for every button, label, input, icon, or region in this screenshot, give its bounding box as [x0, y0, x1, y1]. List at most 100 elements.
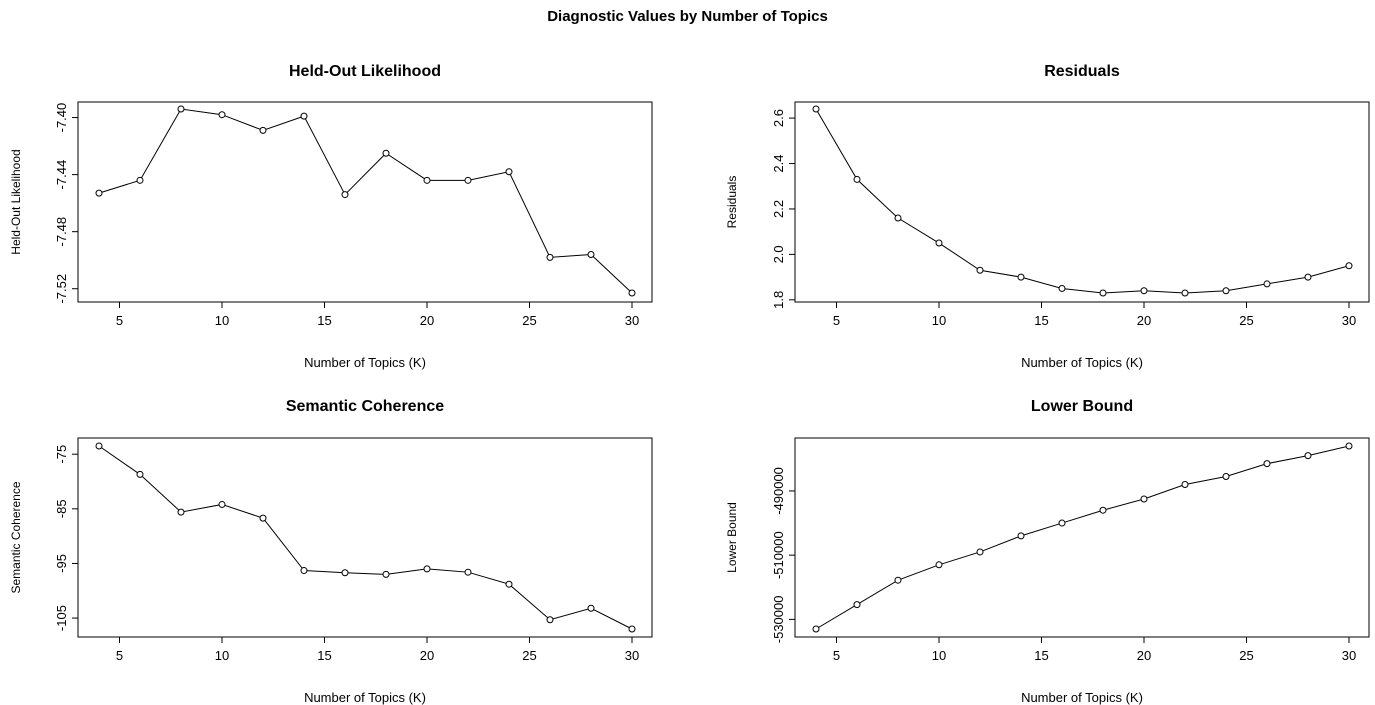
y-tick-label: -490000 [771, 467, 786, 515]
chart-panel: Held-Out Likelihood 5 10 15 20 25 30 Number of … [9, 63, 653, 370]
chart-title: Lower Bound [1031, 398, 1133, 415]
x-tick-label: 5 [116, 648, 123, 663]
x-axis: 5 10 15 20 25 30 [833, 637, 1356, 663]
data-point [1345, 442, 1353, 450]
y-tick-label: 2.6 [771, 109, 786, 127]
data-point [136, 176, 144, 184]
data-point [1099, 506, 1107, 514]
data-point [812, 105, 820, 113]
data-point [95, 442, 103, 450]
data-point [628, 625, 636, 633]
data-point [546, 616, 554, 624]
x-tick-label: 10 [215, 313, 229, 328]
y-tick-label: 2.4 [771, 154, 786, 172]
data-point [95, 189, 103, 197]
data-point [505, 168, 513, 176]
x-axis: 5 10 15 20 25 30 [116, 637, 639, 663]
data-point [464, 176, 472, 184]
y-tick-label: -7.44 [54, 160, 69, 190]
data-point [1140, 495, 1148, 503]
x-axis: 5 10 15 20 25 30 [116, 302, 639, 328]
y-tick-label: -510000 [771, 531, 786, 579]
data-point [628, 289, 636, 297]
data-point [935, 239, 943, 247]
x-axis-label: Number of Topics (K) [304, 690, 426, 705]
chart-title: Semantic Coherence [286, 398, 444, 415]
data-point [1181, 481, 1189, 489]
chart-panel: Lower Bound 5 10 15 20 25 30 Number of Topics (… [725, 398, 1370, 705]
x-tick-label: 10 [932, 313, 946, 328]
data-point [218, 500, 226, 508]
x-tick-label: 25 [522, 313, 536, 328]
data-point [464, 568, 472, 576]
data-point [1058, 519, 1066, 527]
y-axis: -7.40 -7.44 -7.48 -7.52 [54, 103, 78, 304]
data-point [177, 105, 185, 113]
data-point [1181, 289, 1189, 297]
y-tick-label: -7.52 [54, 274, 69, 304]
chart-title: Residuals [1044, 63, 1120, 80]
data-point [1017, 273, 1025, 281]
data-point [894, 214, 902, 222]
x-tick-label: 25 [1239, 313, 1253, 328]
x-axis-label: Number of Topics (K) [1021, 690, 1143, 705]
x-tick-label: 20 [1137, 648, 1151, 663]
chart-panel: Semantic Coherence 5 10 15 20 25 30 Number of T… [9, 398, 653, 705]
y-axis-label: Semantic Coherence [9, 481, 23, 593]
data-point [1304, 273, 1312, 281]
plot-frame [77, 101, 653, 303]
x-tick-label: 10 [215, 648, 229, 663]
data-point [300, 112, 308, 120]
data-point [935, 561, 943, 569]
data-point [505, 580, 513, 588]
x-tick-label: 5 [833, 313, 840, 328]
data-point [218, 111, 226, 119]
data-point [587, 604, 595, 612]
data-point [1345, 262, 1353, 270]
data-point [423, 176, 431, 184]
series-line [815, 445, 1350, 630]
data-point [1304, 452, 1312, 460]
y-axis-label: Held-Out Likelihood [9, 149, 23, 254]
x-tick-label: 25 [522, 648, 536, 663]
series-line [98, 445, 633, 630]
plot-frame [77, 437, 653, 638]
y-tick-label: -7.48 [54, 217, 69, 247]
series-line [815, 108, 1350, 294]
x-tick-label: 30 [625, 648, 639, 663]
data-point [587, 250, 595, 258]
y-axis: 1.8 2.0 2.2 2.4 2.6 [771, 109, 795, 309]
data-point [382, 570, 390, 578]
data-point [853, 175, 861, 183]
x-tick-label: 20 [420, 313, 434, 328]
x-tick-label: 25 [1239, 648, 1253, 663]
data-point [177, 508, 185, 516]
data-point [976, 548, 984, 556]
x-tick-label: 15 [1034, 313, 1048, 328]
x-axis: 5 10 15 20 25 30 [833, 302, 1356, 328]
x-axis-label: Number of Topics (K) [304, 355, 426, 370]
data-point [136, 470, 144, 478]
data-point [341, 191, 349, 199]
y-tick-label: -85 [54, 499, 69, 518]
data-point [341, 569, 349, 577]
y-tick-label: 2.2 [771, 200, 786, 218]
x-tick-label: 15 [1034, 648, 1048, 663]
data-point [1222, 287, 1230, 295]
data-point [1099, 289, 1107, 297]
data-point [1263, 280, 1271, 288]
series-line [98, 108, 633, 294]
data-point [1222, 473, 1230, 480]
plot-frame [794, 437, 1370, 638]
y-axis: -530000 -510000 -490000 [771, 467, 795, 643]
x-tick-label: 20 [420, 648, 434, 663]
x-tick-label: 15 [317, 648, 331, 663]
y-axis-label: Residuals [725, 176, 739, 229]
data-point [300, 567, 308, 575]
data-point [853, 601, 861, 609]
y-tick-label: -530000 [771, 596, 786, 644]
x-tick-label: 5 [833, 648, 840, 663]
figure-title: Diagnostic Values by Number of Topics [547, 8, 828, 25]
x-tick-label: 30 [1342, 313, 1356, 328]
